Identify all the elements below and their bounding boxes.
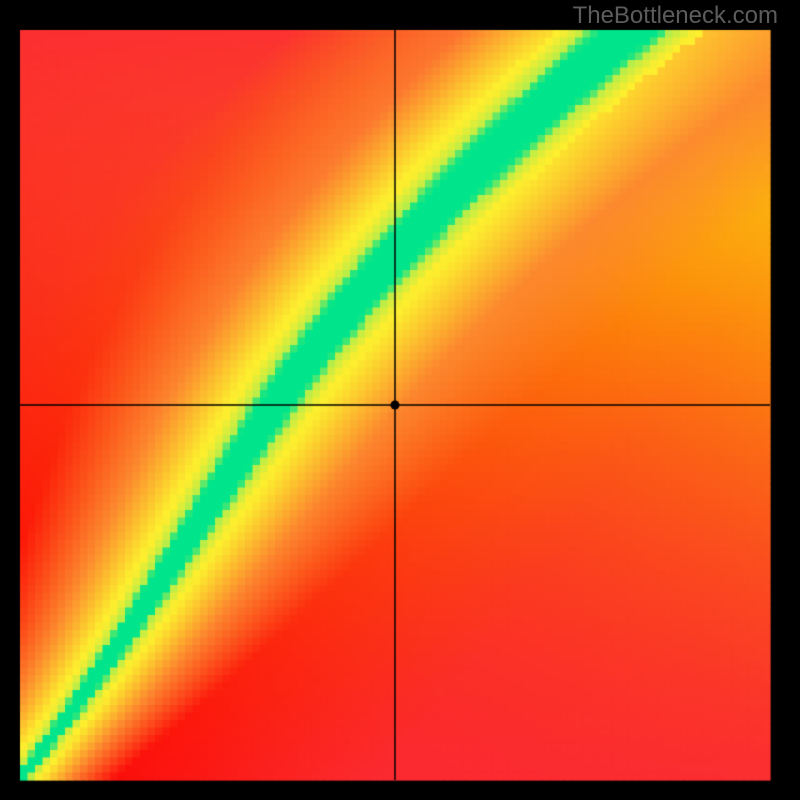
watermark-text: TheBottleneck.com [573, 2, 778, 30]
chart-container: TheBottleneck.com [0, 0, 800, 800]
bottleneck-heatmap [0, 0, 800, 800]
